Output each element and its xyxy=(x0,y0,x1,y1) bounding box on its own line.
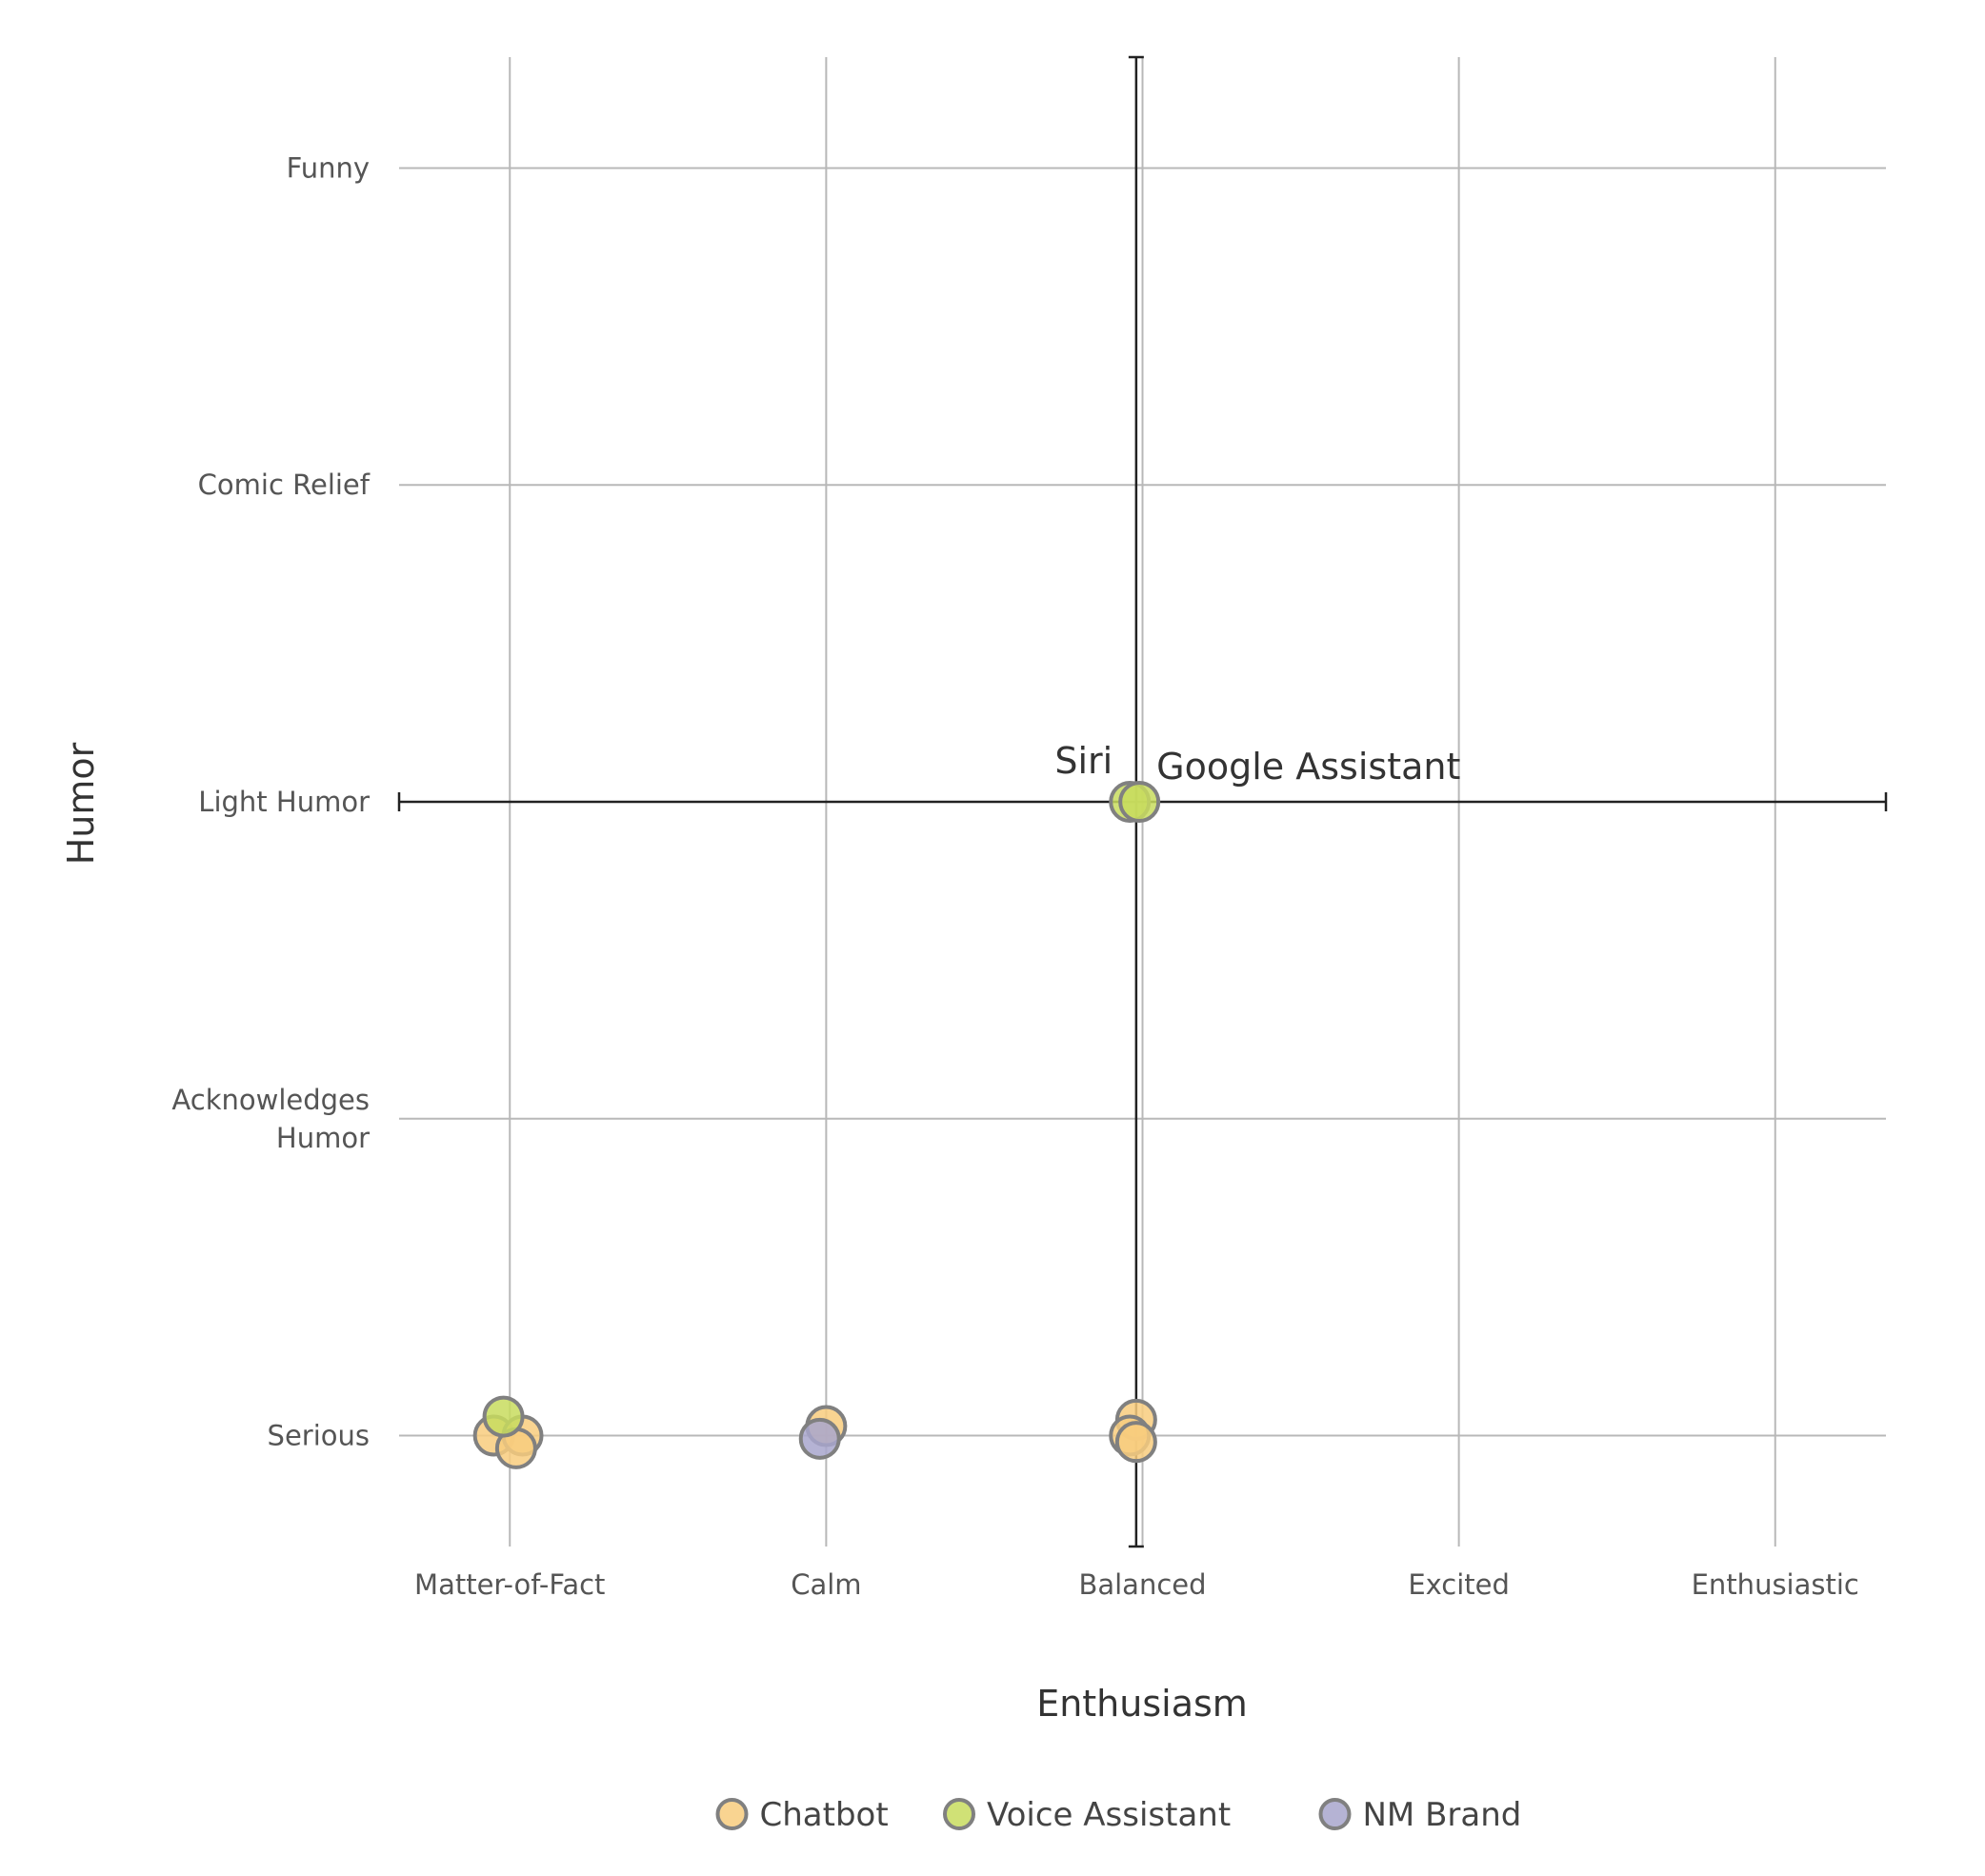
legend-swatch xyxy=(715,1798,749,1830)
point-label: Siri xyxy=(1054,740,1113,782)
y-tick-labels: Serious Acknowledges Humor Light Humor Comic… xyxy=(171,151,370,1451)
legend-label: Chatbot xyxy=(760,1796,889,1834)
point-label: Google Assistant xyxy=(1156,746,1460,788)
legend-swatch xyxy=(1318,1798,1352,1830)
data-point[interactable] xyxy=(482,1395,525,1438)
point-labels: Siri Google Assistant xyxy=(1054,740,1460,788)
x-tick-label: Matter-of-Fact xyxy=(414,1568,605,1601)
x-tick-label: Enthusiastic xyxy=(1692,1568,1859,1601)
x-tick-label: Excited xyxy=(1408,1568,1510,1601)
x-tick-label: Balanced xyxy=(1078,1568,1206,1601)
y-axis-title: Humor xyxy=(60,742,102,865)
y-tick-label: Comic Relief xyxy=(198,469,371,501)
x-axis-title: Enthusiasm xyxy=(1036,1683,1248,1725)
data-points xyxy=(472,781,1161,1469)
legend-swatch xyxy=(943,1798,975,1830)
data-point[interactable] xyxy=(798,1417,841,1460)
y-tick-label: Serious xyxy=(268,1420,370,1452)
data-point[interactable] xyxy=(1114,1421,1157,1464)
y-tick-label: Light Humor xyxy=(198,786,370,818)
y-tick-label: Acknowledges Humor xyxy=(171,1084,370,1154)
legend-label: Voice Assistant xyxy=(987,1796,1231,1834)
legend-label: NM Brand xyxy=(1363,1796,1522,1834)
data-point[interactable] xyxy=(1118,781,1161,823)
x-tick-labels: Matter-of-Fact Calm Balanced Excited Enthusi… xyxy=(414,1568,1859,1601)
legend: Chatbot Voice Assistant NM Brand xyxy=(715,1796,1522,1834)
y-tick-label: Funny xyxy=(287,151,370,184)
x-tick-label: Calm xyxy=(791,1568,861,1601)
